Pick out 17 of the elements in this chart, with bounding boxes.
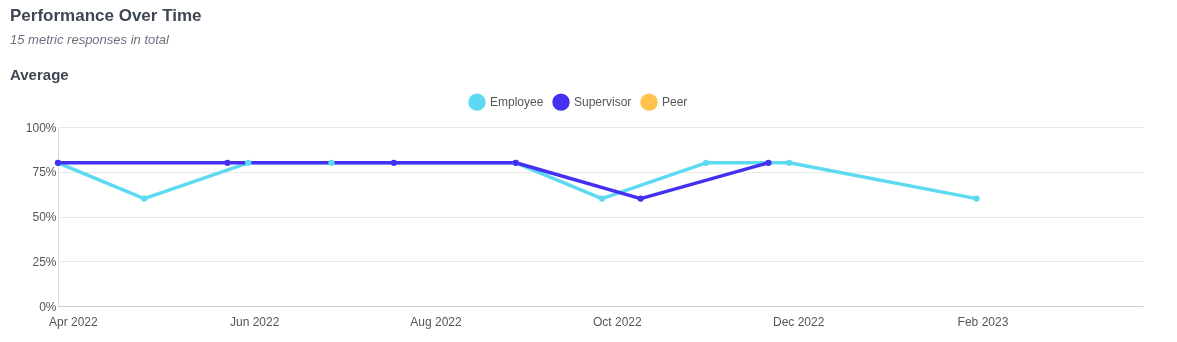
chart-title: Performance Over Time [10, 6, 202, 25]
legend-label: Supervisor [574, 95, 632, 110]
x-tick-label: Oct 2022 [593, 314, 643, 329]
y-tick-label: 0% [39, 299, 57, 314]
legend-label: Employee [490, 95, 544, 110]
x-tick-label: Jun 2022 [230, 314, 280, 329]
x-tick-label: Apr 2022 [49, 314, 99, 329]
x-tick-label: Feb 2023 [957, 314, 1009, 329]
y-tick-label: 75% [32, 165, 57, 180]
chart-subtitle: 15 metric responses in total [10, 32, 171, 47]
y-tick-label: 25% [32, 254, 57, 269]
y-tick-label: 100% [25, 120, 57, 135]
legend-label: Peer [662, 95, 688, 110]
text: Average [10, 66, 69, 83]
x-tick-label: Dec 2022 [772, 314, 825, 329]
y-tick-label: 50% [32, 210, 57, 224]
x-tick-label: Aug 2022 [410, 314, 463, 329]
